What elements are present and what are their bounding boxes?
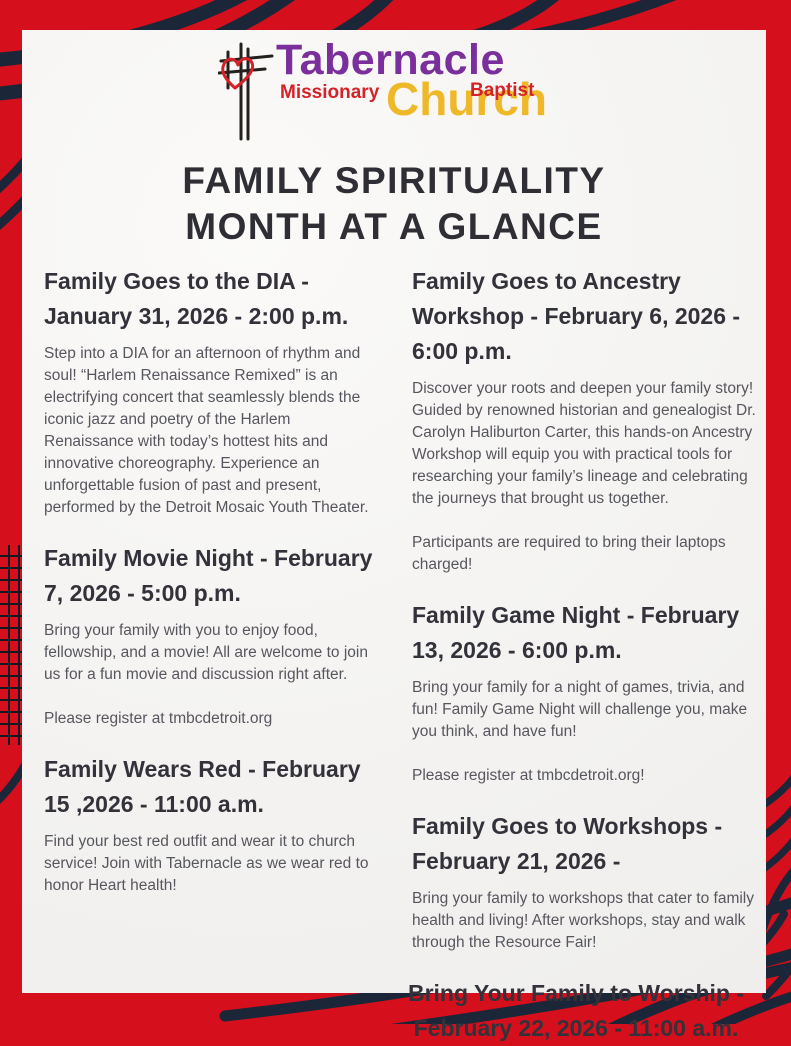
logo-word-church: Church [386,73,547,125]
page-title: FAMILY SPIRITUALITY MONTH AT A GLANCE [32,158,756,250]
church-logo-cross-heart-icon [218,42,274,141]
page-title-line2: MONTH AT A GLANCE [185,206,603,247]
event-description: Bring your family to workshops that cate… [412,890,754,951]
event-description: Bring your family for a night of games, … [412,679,748,740]
event-description: Bring your family with you to enjoy food… [44,622,368,683]
event-laptop-note: Participants are required to bring their… [412,534,726,573]
worship-callout: Bring Your Family to Worship - February … [407,980,745,1041]
event-workshops: Family Goes to Workshops - February 21, … [412,809,758,954]
event-ancestry-workshop: Family Goes to Ancestry Workshop - Febru… [412,264,758,576]
page-title-line1: FAMILY SPIRITUALITY [182,160,606,201]
event-heading: Family Goes to the DIA - January 31, 202… [44,268,349,329]
event-movie-night: Family Movie Night - February 7, 2026 - … [44,541,382,730]
church-logo: Tabernacle Missionary Church Baptist [218,36,570,142]
event-register-note: Please register at tmbcdetroit.org [44,710,273,727]
logo-word-baptist: Baptist [470,80,535,101]
event-wears-red: Family Wears Red - February 15 ,2026 - 1… [44,752,382,897]
logo-word-missionary: Missionary [280,82,380,103]
flyer-panel: Tabernacle Missionary Church Baptist FAM… [22,30,766,1041]
left-column: Family Goes to the DIA - January 31, 202… [44,264,382,1046]
event-description: Discover your roots and deepen your fami… [412,380,756,507]
border-grid-decoration [0,545,22,745]
event-description: Step into a DIA for an afternoon of rhyt… [44,345,369,516]
event-game-night: Family Game Night - February 13, 2026 - … [412,598,758,787]
event-columns: Family Goes to the DIA - January 31, 202… [44,264,758,1046]
event-heading: Family Movie Night - February 7, 2026 - … [44,545,373,606]
event-register-note: Please register at tmbcdetroit.org! [412,767,645,784]
event-heading: Family Wears Red - February 15 ,2026 - 1… [44,756,361,817]
event-heading: Family Goes to Ancestry Workshop - Febru… [412,268,741,364]
right-column: Family Goes to Ancestry Workshop - Febru… [408,264,758,1046]
event-dia: Family Goes to the DIA - January 31, 202… [44,264,382,519]
event-heading: Family Goes to Workshops - February 21, … [412,813,723,874]
event-heading: Family Game Night - February 13, 2026 - … [412,602,740,663]
logo-brand-name: Tabernacle [276,36,505,84]
event-description: Find your best red outfit and wear it to… [44,833,369,894]
